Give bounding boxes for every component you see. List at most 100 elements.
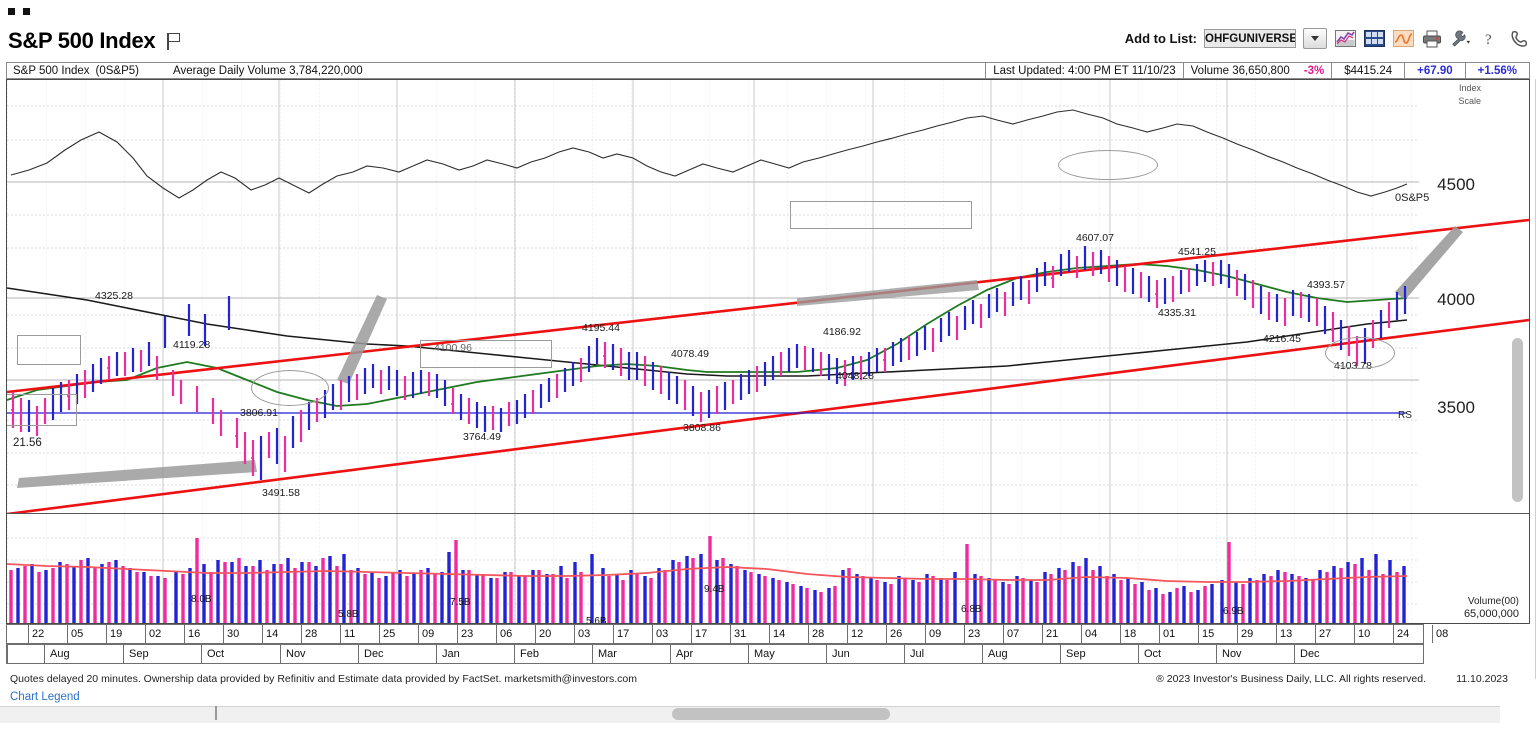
print-icon[interactable] — [1421, 29, 1443, 49]
chart-vertical-scrollbar[interactable] — [1512, 338, 1523, 502]
price-label: 4393.57 — [1307, 279, 1345, 291]
price-label: 4119.28 — [173, 339, 211, 351]
price-chart-svg — [7, 80, 1529, 513]
price-label: 4078.49 — [671, 348, 709, 360]
price-label: 4195.44 — [582, 322, 620, 334]
date-tick: 29 — [1237, 625, 1276, 643]
info-volume: Volume 36,650,800 — [1190, 64, 1290, 77]
pattern-recognition-icon[interactable] — [1392, 29, 1414, 49]
month-tick: Jan — [436, 645, 514, 663]
date-tick: 23 — [964, 625, 1003, 643]
volume-spike-label: 5.6B — [586, 616, 607, 624]
month-tick: Feb — [514, 645, 592, 663]
quote-info-bar: S&P 500 Index (0S&P5) Average Daily Volu… — [6, 62, 1530, 79]
month-tick: Aug — [982, 645, 1060, 663]
info-last-updated: Last Updated: 4:00 PM ET 11/10/23 — [993, 64, 1176, 77]
y-axis-tick: 4500 — [1437, 175, 1475, 194]
consolidation-box — [7, 394, 77, 426]
divider — [985, 63, 987, 78]
price-label: 3806.91 — [240, 407, 278, 419]
phone-support-icon[interactable] — [1508, 29, 1530, 49]
info-change-percent: +1.56% — [1477, 64, 1517, 77]
footer-disclaimer: Quotes delayed 20 minutes. Ownership dat… — [10, 673, 637, 685]
consolidation-box — [420, 340, 552, 368]
volume-spike-label: 9.4B — [704, 584, 725, 595]
volume-axis-header: Volume(00) — [1467, 596, 1519, 607]
month-tick: Mar — [592, 645, 670, 663]
rs-line-label: RS — [1398, 410, 1412, 421]
list-dropdown-button[interactable] — [1303, 28, 1327, 49]
pivot-ellipse — [1325, 337, 1395, 369]
svg-text:?: ? — [1485, 32, 1492, 48]
info-volume-change: -3% — [1303, 64, 1325, 77]
date-tick: 03 — [574, 625, 613, 643]
date-tick: 08 — [1432, 625, 1471, 643]
pivot-ellipse — [251, 370, 329, 406]
date-tick: 07 — [1003, 625, 1042, 643]
price-label: 4100.96 — [434, 342, 472, 354]
date-tick: 20 — [535, 625, 574, 643]
y-axis-tick: 3500 — [1437, 398, 1475, 417]
month-tick: Dec — [1294, 645, 1372, 663]
chart-canvas[interactable]: 4325.28 4119.28 3806.91 3491.58 21.56 41… — [6, 79, 1530, 624]
date-tick: 31 — [730, 625, 769, 643]
date-tick: 17 — [613, 625, 652, 643]
divider — [1404, 63, 1406, 78]
horizontal-scrollbar-thumb[interactable] — [672, 708, 890, 720]
date-tick: 09 — [925, 625, 964, 643]
info-price: $4415.24 — [1344, 64, 1393, 77]
info-symbol: (0S&P5) — [95, 64, 139, 77]
flag-icon[interactable] — [167, 32, 182, 50]
date-tick: 04 — [1081, 625, 1120, 643]
date-tick: 09 — [418, 625, 457, 643]
date-tick: 28 — [808, 625, 847, 643]
settings-wrench-icon[interactable] — [1450, 29, 1472, 49]
grid-view-icon[interactable] — [1363, 29, 1385, 49]
footer-copyright: ® 2023 Investor's Business Daily, LLC. A… — [1156, 673, 1426, 685]
add-to-list-label: Add to List: — [1124, 31, 1197, 46]
price-label: 21.56 — [13, 437, 42, 449]
date-tick: 19 — [106, 625, 145, 643]
date-tick: 16 — [184, 625, 223, 643]
list-name-field[interactable]: OHFGUNIVERSE — [1204, 29, 1296, 48]
info-avg-volume: Average Daily Volume 3,784,220,000 — [172, 64, 363, 77]
chart-legend-link[interactable]: Chart Legend — [10, 691, 80, 703]
consolidation-box — [17, 335, 81, 365]
date-tick: 12 — [847, 625, 886, 643]
volume-chart-svg — [7, 513, 1529, 623]
date-tick: 01 — [1159, 625, 1198, 643]
price-label: 3491.58 — [262, 487, 300, 499]
date-tick: 23 — [457, 625, 496, 643]
chart-view-icon[interactable] — [1334, 29, 1356, 49]
info-right-group: Last Updated: 4:00 PM ET 11/10/23 Volume… — [985, 63, 1529, 78]
month-tick: Dec — [358, 645, 436, 663]
month-tick-row: Aug Sep Oct Nov Dec Jan Feb Mar Apr May … — [6, 644, 1424, 664]
month-tick: Oct — [1138, 645, 1216, 663]
date-tick: 18 — [1120, 625, 1159, 643]
date-tick: 28 — [301, 625, 340, 643]
info-change: +67.90 — [1417, 64, 1453, 77]
help-icon[interactable]: ? — [1479, 29, 1501, 49]
scale-note-line2: Scale — [1458, 96, 1481, 106]
month-tick: Jun — [826, 645, 904, 663]
price-label: 4216.45 — [1263, 333, 1301, 345]
date-tick: 14 — [262, 625, 301, 643]
volume-spike-label: 7.5B — [450, 597, 471, 608]
divider — [1331, 63, 1333, 78]
info-security-name: S&P 500 Index — [13, 64, 90, 77]
divider — [1182, 63, 1184, 78]
date-tick: 26 — [886, 625, 925, 643]
date-tick: 27 — [1315, 625, 1354, 643]
date-tick: 30 — [223, 625, 262, 643]
date-tick: 02 — [145, 625, 184, 643]
date-tick: 17 — [691, 625, 730, 643]
date-axis: 22 05 19 02 16 30 14 28 11 25 09 23 06 2… — [6, 624, 1530, 668]
month-tick: Apr — [670, 645, 748, 663]
chevron-down-icon — [1311, 36, 1319, 41]
price-label: 4048.28 — [836, 370, 874, 382]
page-title: S&P 500 Index — [8, 28, 156, 53]
footer-date: 11.10.2023 — [1456, 673, 1508, 685]
date-tick: 13 — [1276, 625, 1315, 643]
date-tick: 10 — [1354, 625, 1393, 643]
month-tick: Sep — [123, 645, 201, 663]
